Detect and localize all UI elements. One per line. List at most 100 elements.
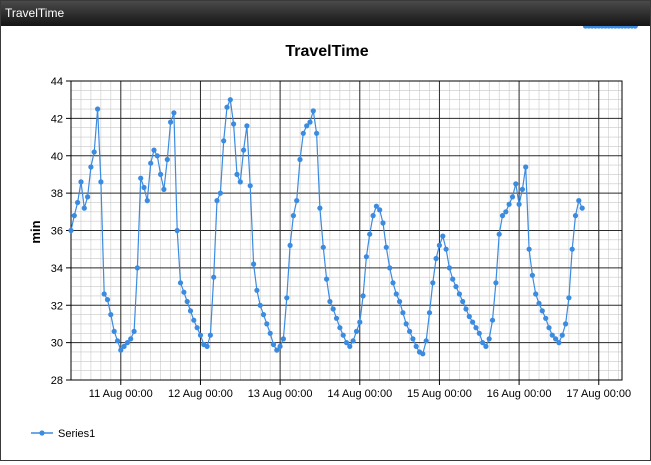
data-point (300, 130, 306, 136)
data-point (463, 306, 469, 312)
data-point (543, 315, 549, 321)
data-point (340, 332, 346, 338)
data-point (436, 242, 442, 248)
data-point (181, 289, 187, 295)
data-point (486, 336, 492, 342)
data-point (88, 164, 94, 170)
data-point (75, 199, 81, 206)
data-point (320, 244, 326, 250)
data-point (151, 147, 157, 153)
y-tick-label: 30 (51, 338, 63, 350)
chart-panel: TravelTime min 28 30 32 34 36 38 40 42 44 11 Aug … (1, 23, 650, 460)
data-point (523, 164, 529, 170)
x-tick-label: 11 Aug 00:00 (89, 388, 153, 400)
data-point (171, 110, 177, 116)
data-point (128, 336, 134, 342)
data-point (572, 213, 579, 219)
data-point (353, 328, 360, 334)
data-point (118, 347, 124, 353)
data-point (85, 194, 91, 200)
data-point (211, 274, 217, 280)
data-point (576, 198, 582, 204)
data-point (529, 272, 536, 278)
data-point (251, 261, 257, 267)
data-point (470, 319, 476, 325)
data-point (257, 302, 263, 308)
data-point (98, 179, 104, 185)
data-point (227, 97, 233, 103)
data-point (513, 181, 519, 187)
data-point (280, 336, 286, 342)
chart-gridlines (70, 80, 623, 381)
data-point (317, 205, 323, 211)
data-point (413, 343, 419, 349)
data-point (383, 244, 389, 250)
y-tick-label: 28 (51, 375, 63, 387)
title-bar[interactable]: TravelTime (1, 1, 650, 26)
data-point (247, 183, 253, 189)
data-point (124, 340, 130, 346)
data-point (241, 147, 247, 153)
data-point (101, 291, 107, 297)
data-point (81, 205, 87, 211)
data-point (456, 291, 462, 297)
data-point (476, 330, 482, 336)
series-line-group (68, 23, 638, 357)
data-point (95, 106, 101, 112)
data-point (489, 317, 496, 323)
data-point (579, 205, 585, 211)
data-point (430, 280, 436, 286)
y-axis-label: min (28, 220, 43, 243)
data-point (254, 287, 260, 293)
data-point (333, 315, 340, 321)
data-point (207, 332, 213, 338)
legend-label: Series1 (58, 428, 95, 440)
data-point (287, 242, 293, 248)
legend-marker (39, 430, 45, 436)
data-point (264, 321, 270, 327)
data-point (556, 340, 562, 346)
data-point (134, 265, 140, 271)
data-point (204, 343, 210, 349)
data-point (453, 284, 459, 290)
data-point (536, 300, 542, 306)
x-tick-label: 12 Aug 00:00 (168, 388, 233, 400)
data-point (78, 179, 84, 185)
data-point (71, 213, 77, 219)
data-point (141, 184, 147, 191)
data-point (423, 338, 429, 344)
data-point (324, 276, 330, 282)
chart-title: TravelTime (285, 43, 368, 60)
data-point (407, 328, 413, 334)
data-point (68, 227, 74, 234)
data-point (559, 332, 565, 338)
data-point (347, 343, 353, 349)
line-chart: TravelTime min 28 30 32 34 36 38 40 42 44 11 Aug … (28, 23, 638, 440)
data-point (496, 231, 502, 237)
data-point (108, 312, 114, 318)
data-point (177, 280, 184, 286)
data-point (168, 119, 174, 125)
data-point (400, 310, 406, 316)
data-point (197, 332, 204, 338)
data-point (480, 340, 486, 346)
data-point (310, 108, 316, 114)
data-point (387, 265, 393, 271)
data-point (539, 308, 545, 314)
series-line (70, 97, 583, 355)
x-tick-label: 13 Aug 00:00 (248, 388, 313, 400)
data-point (566, 295, 572, 301)
y-tick-label: 36 (51, 226, 63, 238)
data-point (191, 317, 197, 323)
data-point (161, 186, 167, 192)
data-point (290, 213, 296, 219)
data-point (380, 220, 386, 226)
data-point (294, 198, 300, 204)
data-point (274, 347, 280, 353)
data-point (131, 328, 137, 334)
y-tick-label: 42 (51, 113, 63, 125)
data-point (154, 153, 160, 159)
data-point (506, 201, 512, 207)
data-point (184, 298, 190, 305)
legend: Series1 (31, 428, 95, 440)
